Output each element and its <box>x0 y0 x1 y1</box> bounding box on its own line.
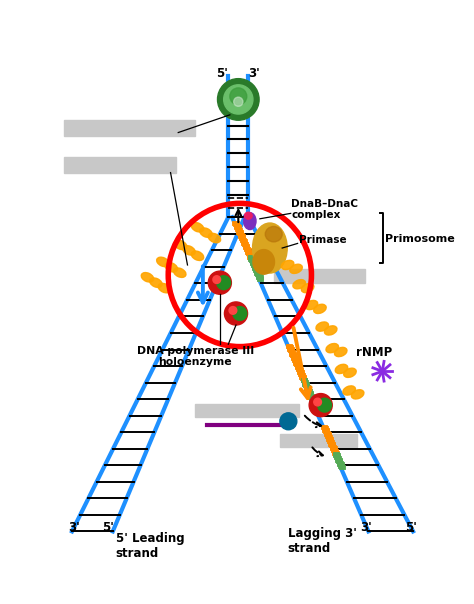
Ellipse shape <box>265 226 282 242</box>
Ellipse shape <box>141 272 154 282</box>
Ellipse shape <box>316 322 328 331</box>
Ellipse shape <box>305 300 318 310</box>
Text: rNMP: rNMP <box>356 346 393 359</box>
Ellipse shape <box>191 222 204 232</box>
Ellipse shape <box>314 304 326 313</box>
Text: DnaB–DnaC
complex: DnaB–DnaC complex <box>292 199 358 220</box>
Ellipse shape <box>351 390 364 399</box>
Circle shape <box>208 271 231 294</box>
Circle shape <box>229 307 237 314</box>
Ellipse shape <box>245 212 252 219</box>
Circle shape <box>217 276 231 290</box>
Ellipse shape <box>208 233 220 243</box>
Ellipse shape <box>343 386 356 395</box>
Text: 5': 5' <box>405 521 417 533</box>
Ellipse shape <box>200 228 212 237</box>
Circle shape <box>280 413 297 430</box>
Ellipse shape <box>324 326 337 335</box>
Circle shape <box>314 398 321 406</box>
Text: Lagging 3'
strand: Lagging 3' strand <box>288 527 356 555</box>
Ellipse shape <box>253 249 274 274</box>
Circle shape <box>218 79 259 120</box>
Ellipse shape <box>158 283 171 293</box>
Ellipse shape <box>150 278 162 288</box>
Circle shape <box>233 307 247 320</box>
Ellipse shape <box>173 268 186 277</box>
Ellipse shape <box>301 283 314 293</box>
Bar <box>64 120 195 136</box>
Ellipse shape <box>344 368 356 378</box>
Ellipse shape <box>183 246 195 255</box>
Ellipse shape <box>253 223 287 273</box>
Ellipse shape <box>191 251 204 260</box>
Text: 5': 5' <box>216 67 228 80</box>
Text: 3': 3' <box>68 521 80 533</box>
Ellipse shape <box>290 264 302 274</box>
Circle shape <box>225 302 247 325</box>
Ellipse shape <box>335 364 348 373</box>
Circle shape <box>224 85 253 114</box>
Ellipse shape <box>335 347 347 356</box>
Text: 5': 5' <box>102 521 114 533</box>
Ellipse shape <box>281 260 294 269</box>
Text: 3': 3' <box>360 521 372 533</box>
Text: DNA polymerase III
holoenzyme: DNA polymerase III holoenzyme <box>137 346 254 367</box>
Text: Primosome: Primosome <box>385 234 455 244</box>
Ellipse shape <box>293 280 305 289</box>
Circle shape <box>309 394 332 417</box>
Ellipse shape <box>244 213 256 230</box>
Text: 5' Leading
strand: 5' Leading strand <box>116 532 184 560</box>
Bar <box>274 269 365 283</box>
Bar <box>280 434 357 448</box>
Text: Primase: Primase <box>299 236 347 245</box>
Bar <box>195 403 299 417</box>
Ellipse shape <box>326 344 338 353</box>
Bar <box>64 157 176 173</box>
Ellipse shape <box>156 257 169 266</box>
Ellipse shape <box>165 263 177 272</box>
Text: 3': 3' <box>248 67 260 80</box>
Circle shape <box>230 88 247 105</box>
Circle shape <box>318 398 331 412</box>
Circle shape <box>213 276 220 283</box>
Ellipse shape <box>174 240 187 249</box>
Circle shape <box>234 97 243 106</box>
